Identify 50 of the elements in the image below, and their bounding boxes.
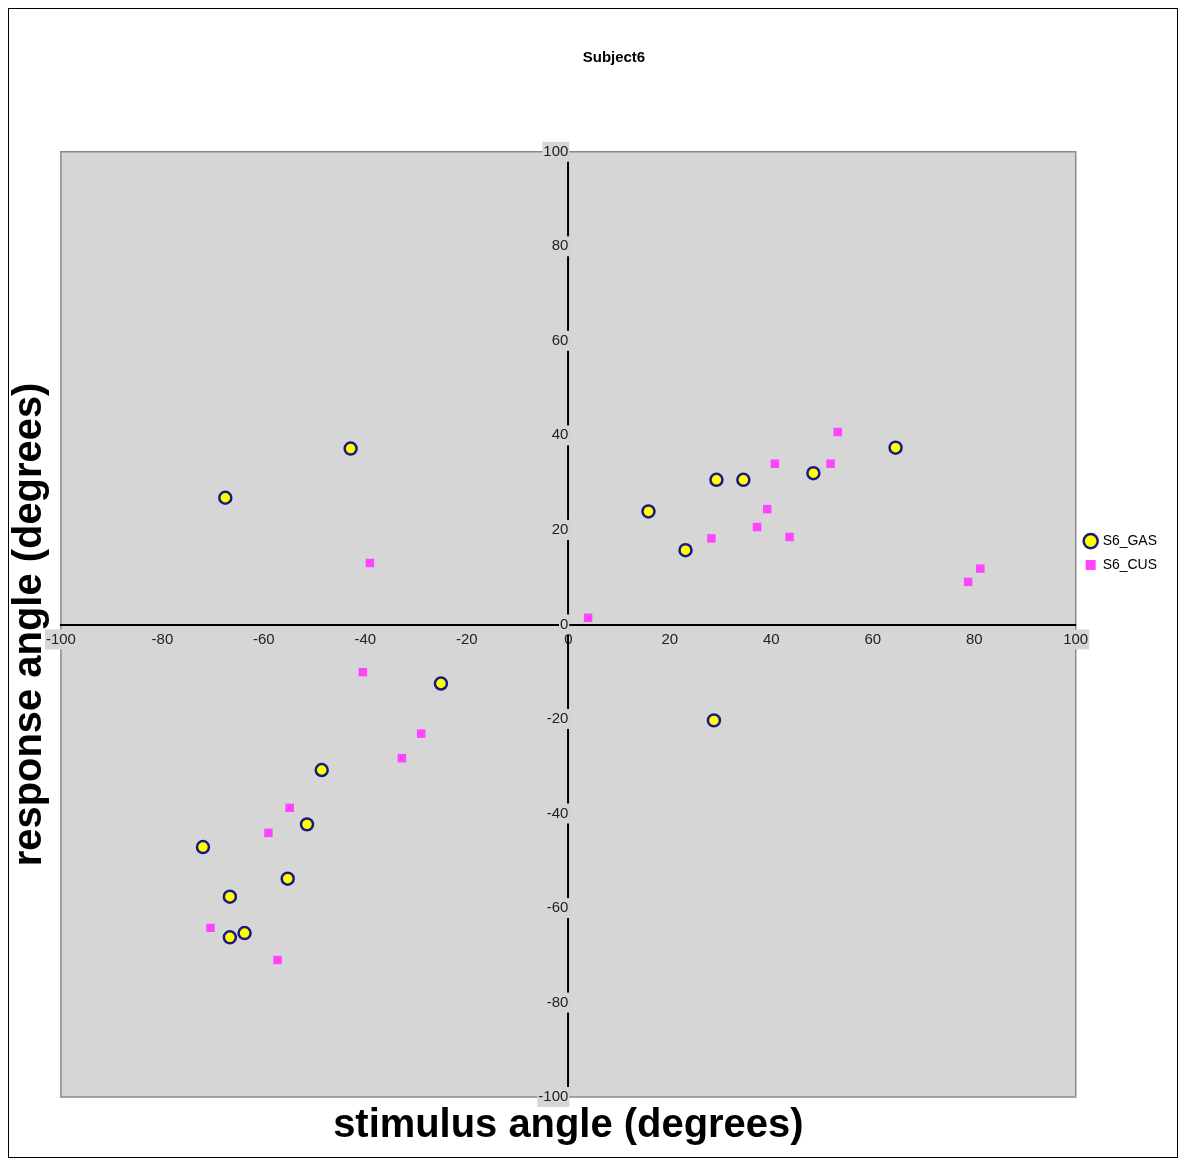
point xyxy=(299,817,315,832)
point xyxy=(195,839,211,855)
point xyxy=(709,472,724,488)
chart-title: Subject6 xyxy=(582,48,646,66)
point xyxy=(770,459,780,468)
legend-label: S6_CUS xyxy=(1102,555,1158,572)
y-tick-label: 40 xyxy=(551,425,569,443)
x-tick-label: -60 xyxy=(253,629,275,647)
point xyxy=(806,465,821,481)
x-tick-label: 80 xyxy=(965,629,983,647)
point xyxy=(280,871,295,886)
y-tick-label: 0 xyxy=(559,614,569,632)
point xyxy=(343,441,358,456)
x-tick-label: 40 xyxy=(762,629,780,647)
x-tick-label: -40 xyxy=(354,629,377,647)
x-tick-label: 20 xyxy=(661,629,679,647)
point xyxy=(976,564,985,573)
y-tick-label: 80 xyxy=(551,236,569,254)
point xyxy=(888,440,903,455)
point xyxy=(707,534,716,543)
legend-label: S6_GAS xyxy=(1102,531,1158,548)
y-tick-label: -40 xyxy=(546,803,569,821)
y-tick-label: -100 xyxy=(538,1087,569,1105)
point xyxy=(264,828,273,838)
point xyxy=(833,427,842,437)
y-tick-label: 100 xyxy=(543,141,569,159)
point xyxy=(314,762,329,778)
y-tick-label: 60 xyxy=(551,330,569,348)
point xyxy=(218,490,233,505)
point xyxy=(206,923,215,933)
y-tick-label: -80 xyxy=(546,992,569,1010)
point xyxy=(826,459,835,468)
x-tick-label: 60 xyxy=(864,629,882,647)
point xyxy=(222,930,238,945)
y-tick-label: 20 xyxy=(551,520,569,538)
point xyxy=(222,889,238,904)
x-tick-label: 100 xyxy=(1063,629,1089,647)
point xyxy=(736,472,751,488)
point xyxy=(785,532,794,542)
point xyxy=(641,504,656,519)
point xyxy=(433,676,449,691)
point xyxy=(273,955,282,965)
point xyxy=(678,542,693,558)
point xyxy=(237,925,252,941)
y-tick-label: -60 xyxy=(546,898,569,916)
x-tick-label: -20 xyxy=(456,629,478,647)
point xyxy=(416,729,426,738)
y-tick-label: -20 xyxy=(546,709,569,727)
x-tick-label: -80 xyxy=(151,629,174,647)
point xyxy=(706,713,722,728)
